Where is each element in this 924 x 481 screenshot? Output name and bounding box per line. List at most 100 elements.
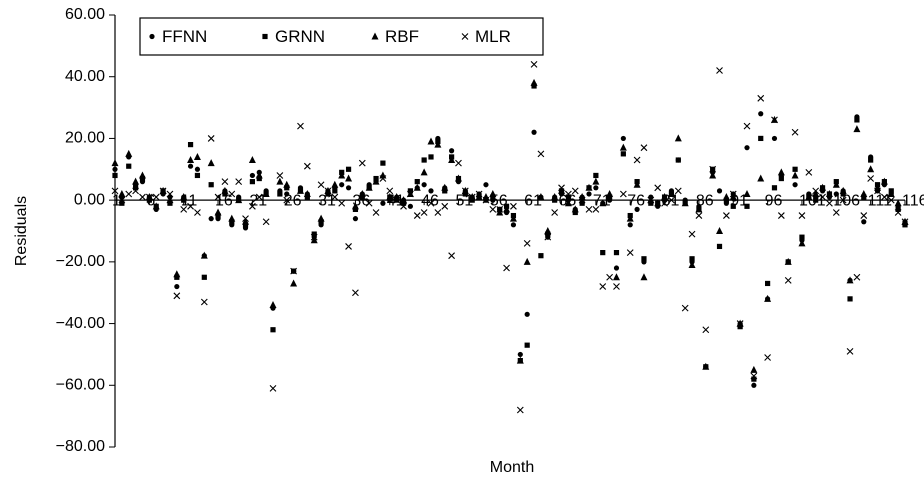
- point: [173, 292, 181, 300]
- point: [716, 188, 723, 194]
- point: [593, 185, 599, 191]
- point: [846, 347, 854, 355]
- x-tick-label: 1: [112, 192, 121, 209]
- point: [187, 202, 194, 210]
- point: [517, 351, 523, 358]
- x-tick-label: 101: [799, 192, 826, 209]
- point: [331, 193, 339, 201]
- point: [352, 289, 359, 297]
- point: [613, 283, 620, 290]
- x-tick-label: 36: [352, 192, 370, 209]
- point: [174, 274, 180, 280]
- point: [469, 197, 475, 203]
- point: [228, 214, 236, 222]
- point: [187, 163, 194, 169]
- point: [255, 193, 263, 201]
- y-tick-label: 40.00: [65, 68, 105, 85]
- point: [771, 116, 778, 124]
- point: [558, 186, 566, 194]
- point: [674, 134, 682, 142]
- point: [674, 187, 682, 195]
- legend-marker: [262, 33, 268, 40]
- point: [688, 260, 696, 268]
- point: [743, 189, 751, 197]
- point: [284, 185, 290, 191]
- point: [723, 212, 730, 219]
- point: [839, 186, 847, 194]
- point: [867, 165, 875, 173]
- point: [868, 157, 874, 163]
- point: [633, 156, 641, 164]
- point: [331, 180, 339, 188]
- point: [475, 193, 483, 201]
- point: [228, 190, 236, 198]
- point: [200, 251, 208, 259]
- point: [545, 231, 551, 237]
- point: [400, 200, 407, 206]
- point: [681, 199, 689, 207]
- point: [483, 182, 489, 188]
- point: [332, 188, 338, 194]
- point: [736, 320, 744, 327]
- point: [585, 183, 593, 191]
- y-tick-label: −80.00: [56, 438, 105, 455]
- point: [689, 256, 695, 262]
- point: [819, 193, 826, 201]
- point: [654, 199, 662, 207]
- point: [695, 205, 703, 213]
- point: [139, 193, 146, 201]
- point: [496, 206, 504, 213]
- point: [489, 189, 497, 197]
- point: [880, 177, 888, 185]
- legend-label: FFNN: [162, 27, 207, 46]
- y-tick-label: 0.00: [74, 191, 105, 208]
- point: [524, 342, 530, 348]
- point: [159, 187, 167, 195]
- point: [860, 189, 868, 197]
- point: [242, 217, 250, 225]
- point: [462, 191, 468, 197]
- point: [414, 179, 420, 185]
- point: [716, 227, 724, 234]
- point: [627, 222, 633, 228]
- legend-marker: [371, 32, 379, 40]
- point: [854, 117, 860, 123]
- point: [600, 250, 606, 256]
- point: [516, 356, 524, 364]
- point: [667, 189, 675, 197]
- point: [490, 194, 496, 200]
- point: [145, 193, 153, 201]
- point: [551, 209, 559, 216]
- point: [613, 250, 620, 256]
- point: [441, 183, 449, 191]
- point: [833, 191, 839, 197]
- point: [592, 206, 600, 213]
- point: [310, 236, 318, 244]
- point: [428, 188, 434, 194]
- point: [612, 273, 620, 281]
- point: [813, 197, 819, 203]
- point: [489, 206, 497, 213]
- point: [537, 150, 545, 158]
- point: [832, 209, 840, 216]
- point: [208, 182, 214, 188]
- point: [166, 196, 174, 204]
- point: [544, 233, 552, 241]
- point: [214, 208, 222, 216]
- point: [620, 151, 626, 157]
- point: [571, 187, 579, 195]
- point: [277, 191, 283, 197]
- point: [516, 406, 524, 414]
- point: [558, 184, 565, 192]
- point: [887, 196, 895, 204]
- point: [737, 324, 743, 330]
- point: [372, 177, 380, 185]
- point: [681, 304, 689, 312]
- point: [407, 190, 414, 198]
- point: [249, 172, 255, 179]
- point: [208, 216, 214, 222]
- point: [496, 208, 504, 216]
- point: [482, 196, 490, 204]
- point: [771, 135, 778, 142]
